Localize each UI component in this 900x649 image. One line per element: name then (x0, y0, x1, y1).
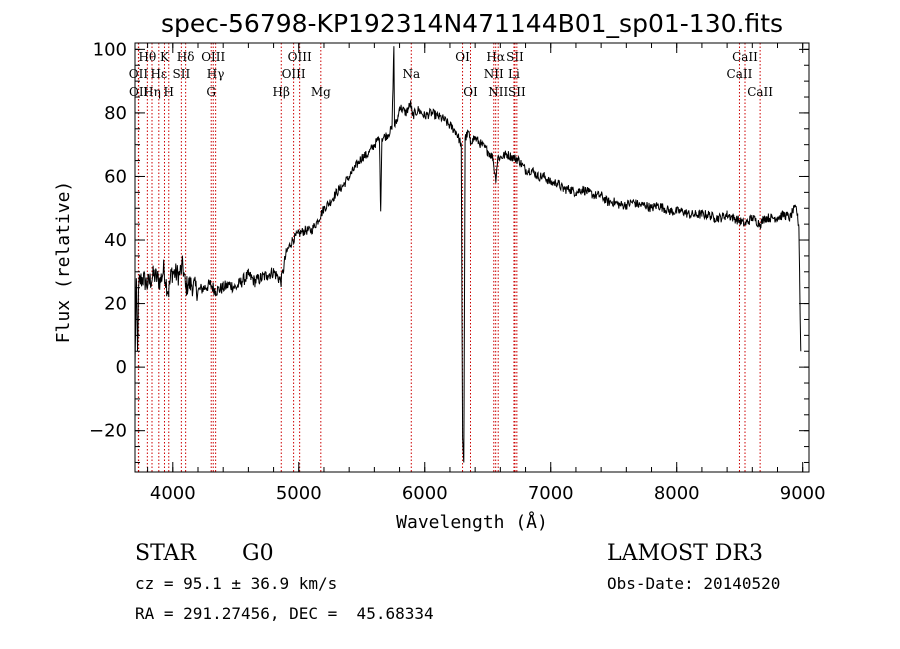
spectral-line-label: OII (129, 67, 149, 81)
spectral-line-label: SII (506, 50, 524, 64)
redshift-velocity: cz = 95.1 ± 36.9 km/s (135, 574, 337, 593)
x-tick-label: 9000 (780, 483, 826, 504)
y-tick-label: 20 (104, 294, 127, 315)
info-panel: STAR G0 LAMOST DR3 cz = 95.1 ± 36.9 km/s… (135, 541, 780, 623)
spectral-line-label: H (164, 85, 174, 99)
spectral-line-label: Hθ (138, 50, 156, 64)
x-axis: 4000 5000 6000 7000 8000 9000 (147, 43, 826, 504)
spectral-line-label: Hα (486, 50, 505, 64)
y-tick-label: −20 (89, 421, 127, 442)
spectrum-line (134, 46, 802, 463)
y-tick-label: 40 (104, 230, 127, 251)
spectral-line-label: NII (484, 67, 504, 81)
spectrum-series (134, 46, 802, 463)
spectral-line-label: G (206, 85, 216, 99)
x-tick-label: 5000 (276, 483, 322, 504)
spectral-line-label: Na (402, 67, 420, 81)
y-axis-label: Flux (relative) (53, 181, 74, 344)
y-tick-label: 60 (104, 166, 127, 187)
spectral-line-label: SII (508, 85, 526, 99)
object-class: STAR (135, 541, 197, 566)
spectral-line-label: CaII (732, 50, 758, 64)
spectral-line-label: Mg (311, 85, 331, 99)
y-tick-label: 80 (104, 103, 127, 124)
obs-date: Obs-Date: 20140520 (607, 574, 780, 593)
plot-frame (134, 42, 810, 473)
x-tick-label: 7000 (528, 483, 574, 504)
spectral-line-label: NII (488, 85, 508, 99)
spectral-line-label: OI (455, 50, 470, 64)
spectral-line-label: Hδ (177, 50, 195, 64)
spectral-line-label: K (160, 50, 170, 64)
x-tick-label: 6000 (402, 483, 448, 504)
spectral-line-label: OII (129, 85, 149, 99)
y-tick-label: 100 (93, 39, 127, 60)
coordinates: RA = 291.27456, DEC = 45.68334 (135, 604, 434, 623)
spectral-line-label: CaII (727, 67, 753, 81)
chart-title: spec-56798-KP192314N471144B01_sp01-130.f… (161, 9, 783, 38)
x-tick-label: 4000 (150, 483, 196, 504)
spectral-line-label: Hη (143, 85, 161, 99)
spectral-line-label: SII (173, 67, 191, 81)
spectral-line-label: Hε (150, 67, 167, 81)
spectral-line-label: OIII (201, 50, 225, 64)
x-tick-label: 8000 (654, 483, 700, 504)
spectral-line-label: Hγ (207, 67, 225, 81)
spectral-line-label: OIII (282, 67, 306, 81)
subclass: G0 (242, 541, 274, 566)
spectral-line-label: CaII (747, 85, 773, 99)
y-axis: −20 0 20 40 60 80 100 (89, 39, 809, 463)
spectral-line-label: OIII (288, 50, 312, 64)
spectral-line-label: Li (508, 67, 520, 81)
survey-name: LAMOST DR3 (607, 541, 763, 566)
x-axis-label: Wavelength (Å) (396, 511, 548, 533)
y-tick-label: 0 (116, 357, 127, 378)
spectral-line-label: Hβ (273, 85, 290, 99)
spectral-line-label: OI (463, 85, 478, 99)
